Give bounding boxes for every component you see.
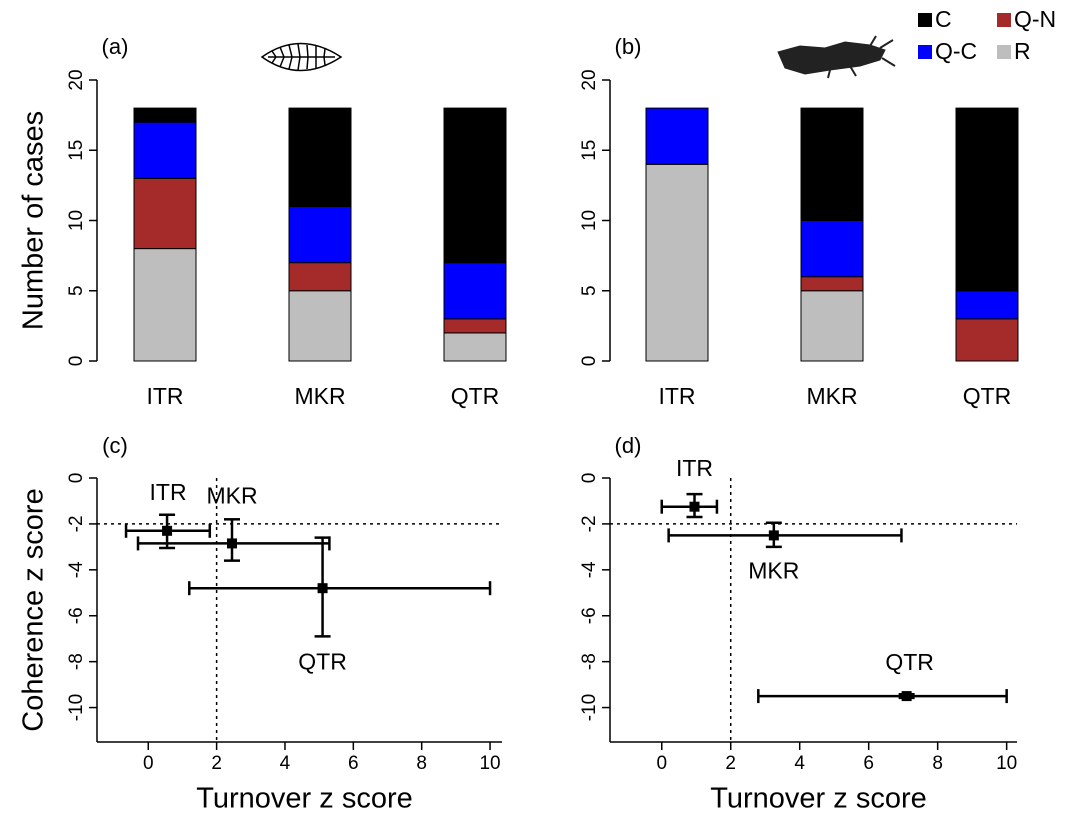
bar-segment — [288, 205, 352, 264]
bar-segment — [133, 248, 197, 362]
x-tick-label: ITR — [658, 383, 695, 409]
y-tick-label: -6 — [579, 607, 600, 624]
y-tick-label: -2 — [579, 515, 600, 532]
panel-label: (a) — [102, 34, 129, 59]
point-label: ITR — [676, 455, 713, 481]
bar-segment — [443, 262, 507, 320]
bar-segment — [645, 163, 709, 362]
x-tick-label: ITR — [146, 383, 183, 409]
bar-segment — [955, 318, 1019, 362]
bar-segment — [288, 107, 352, 207]
x-tick-label: 6 — [863, 753, 874, 774]
legend-label: C — [935, 6, 952, 32]
y-tick-label: 0 — [66, 356, 87, 367]
bar-segment — [133, 121, 197, 179]
bar-segment — [133, 107, 197, 123]
point-label: ITR — [150, 479, 187, 505]
point-label: QTR — [298, 648, 347, 674]
legend-label: R — [1014, 38, 1031, 64]
x-tick-label: 6 — [348, 753, 359, 774]
y-tick-label: 5 — [579, 285, 600, 296]
y-tick-label: -2 — [66, 515, 87, 532]
bar-segment — [800, 290, 864, 362]
x-tick-label: 8 — [416, 753, 427, 774]
point — [317, 583, 328, 594]
y-tick-label: 0 — [66, 473, 87, 484]
bar-segment — [443, 332, 507, 362]
bar-segment — [443, 107, 507, 264]
point — [689, 501, 700, 512]
x-tick-label: 0 — [143, 753, 154, 774]
legend-label: Q-N — [1014, 6, 1056, 32]
x-tick-label: 2 — [211, 753, 222, 774]
panel-label: (d) — [615, 433, 642, 458]
bar-segment — [800, 220, 864, 278]
bar-segment — [955, 107, 1019, 292]
y-tick-label: -8 — [579, 653, 600, 670]
x-tick-label: 0 — [656, 753, 667, 774]
y-tick-label: 20 — [66, 69, 87, 90]
y-tick-label: 15 — [579, 140, 600, 161]
x-tick-label: 8 — [932, 753, 943, 774]
x-tick-label: QTR — [963, 383, 1012, 409]
bar-segment — [288, 262, 352, 292]
legend-label: Q-C — [935, 38, 977, 64]
y-tick-label: 0 — [579, 356, 600, 367]
bar-segment — [288, 290, 352, 362]
point — [768, 530, 779, 541]
y-axis-title: Number of cases — [18, 111, 50, 330]
y-tick-label: 10 — [66, 210, 87, 231]
bar-segment — [800, 107, 864, 221]
x-tick-label: QTR — [451, 383, 500, 409]
bar-segment — [133, 177, 197, 250]
y-tick-label: 5 — [66, 285, 87, 296]
x-tick-label: 10 — [479, 753, 500, 774]
bar-segment — [800, 276, 864, 292]
bar-segment — [645, 107, 709, 165]
panel-label: (c) — [102, 433, 128, 458]
legend-swatch — [918, 45, 932, 59]
x-tick-label: 2 — [725, 753, 736, 774]
leaf-icon — [260, 42, 343, 72]
y-tick-label: 15 — [66, 140, 87, 161]
y-tick-label: -8 — [66, 653, 87, 670]
legend-swatch — [997, 13, 1011, 27]
y-tick-label: -10 — [66, 694, 87, 721]
x-tick-label: MKR — [294, 383, 345, 409]
point — [901, 691, 912, 702]
x-tick-label: 4 — [280, 753, 291, 774]
point — [162, 525, 173, 536]
x-tick-label: MKR — [806, 383, 857, 409]
y-tick-label: -4 — [66, 561, 87, 578]
panel-label: (b) — [615, 34, 642, 59]
bar-segment — [955, 290, 1019, 320]
point-label: MKR — [206, 483, 257, 509]
y-tick-label: 10 — [579, 210, 600, 231]
legend-swatch — [997, 45, 1011, 59]
y-tick-label: -10 — [579, 694, 600, 721]
insect-icon — [777, 35, 896, 79]
x-axis-title: Turnover z score — [196, 783, 413, 815]
y-tick-label: 0 — [579, 473, 600, 484]
y-axis-title: Coherence z score — [18, 488, 50, 731]
legend-swatch — [918, 13, 932, 27]
x-tick-label: 4 — [794, 753, 805, 774]
y-tick-label: -4 — [579, 561, 600, 578]
x-axis-title: Turnover z score — [710, 783, 927, 815]
point — [227, 538, 237, 549]
point-label: MKR — [748, 557, 799, 583]
y-tick-label: -6 — [66, 607, 87, 624]
point-label: QTR — [885, 649, 934, 675]
y-tick-label: 20 — [579, 69, 600, 90]
bar-segment — [443, 318, 507, 334]
x-tick-label: 10 — [996, 753, 1017, 774]
